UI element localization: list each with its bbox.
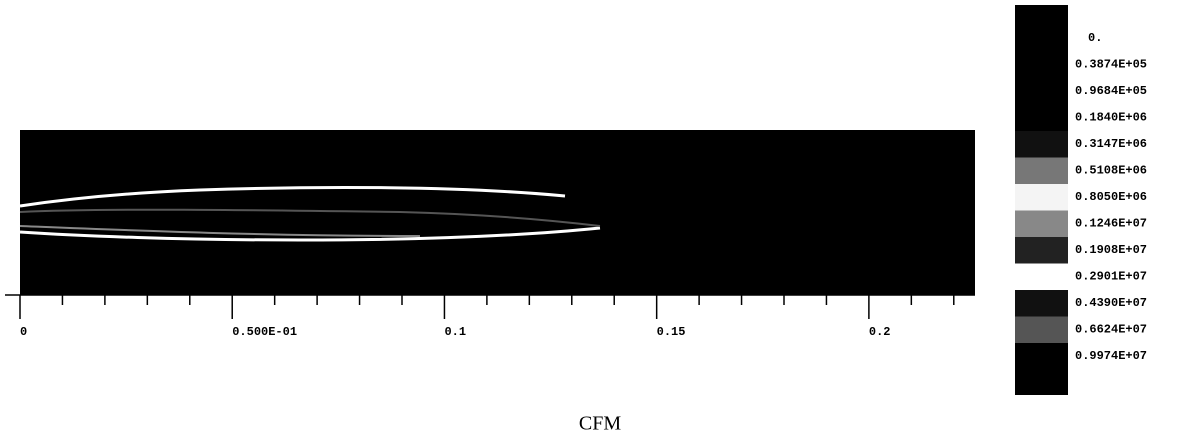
legend-swatch [1015, 290, 1068, 317]
legend-label: 0.1840E+06 [1075, 111, 1147, 125]
x-tick-label: 0.1 [444, 325, 466, 339]
contour-line [19, 225, 421, 237]
legend-swatch [1015, 25, 1068, 52]
contour-field [20, 130, 975, 295]
caption: CFM [579, 413, 621, 435]
legend-label: 0.2901E+07 [1075, 270, 1147, 284]
legend-label: 0.3874E+05 [1075, 58, 1147, 72]
legend-swatch [1015, 263, 1068, 290]
legend-label: 0.4390E+07 [1075, 296, 1147, 310]
legend-label: 0.9974E+07 [1075, 349, 1147, 363]
legend-label: 0.3147E+06 [1075, 137, 1147, 151]
x-tick-label: 0.15 [657, 325, 686, 339]
legend-swatch [1015, 237, 1068, 264]
legend-label: 0.1908E+07 [1075, 243, 1147, 257]
legend-label: 0.6624E+07 [1075, 323, 1147, 337]
legend-swatch [1015, 184, 1068, 211]
x-tick-label: 0 [20, 325, 27, 339]
x-tick-label: 0.500E-01 [232, 325, 297, 339]
legend-label: 0.5108E+06 [1075, 164, 1147, 178]
contour-line [19, 208, 601, 227]
legend-swatch [1015, 131, 1068, 158]
legend-swatch [1015, 51, 1068, 78]
legend-swatch [1015, 316, 1068, 343]
contour-line [19, 226, 601, 242]
legend-swatch [1015, 78, 1068, 105]
contour-line [19, 186, 566, 208]
legend-label: 0.9684E+05 [1075, 84, 1147, 98]
legend-label: 0.1246E+07 [1075, 217, 1147, 231]
legend-swatch [1015, 210, 1068, 237]
legend-label: 0.8050E+06 [1075, 190, 1147, 204]
x-tick-label: 0.2 [869, 325, 891, 339]
legend-swatch [1015, 157, 1068, 184]
legend-swatch [1015, 104, 1068, 131]
legend-label: 0. [1088, 31, 1102, 45]
legend-swatch [1015, 343, 1068, 370]
